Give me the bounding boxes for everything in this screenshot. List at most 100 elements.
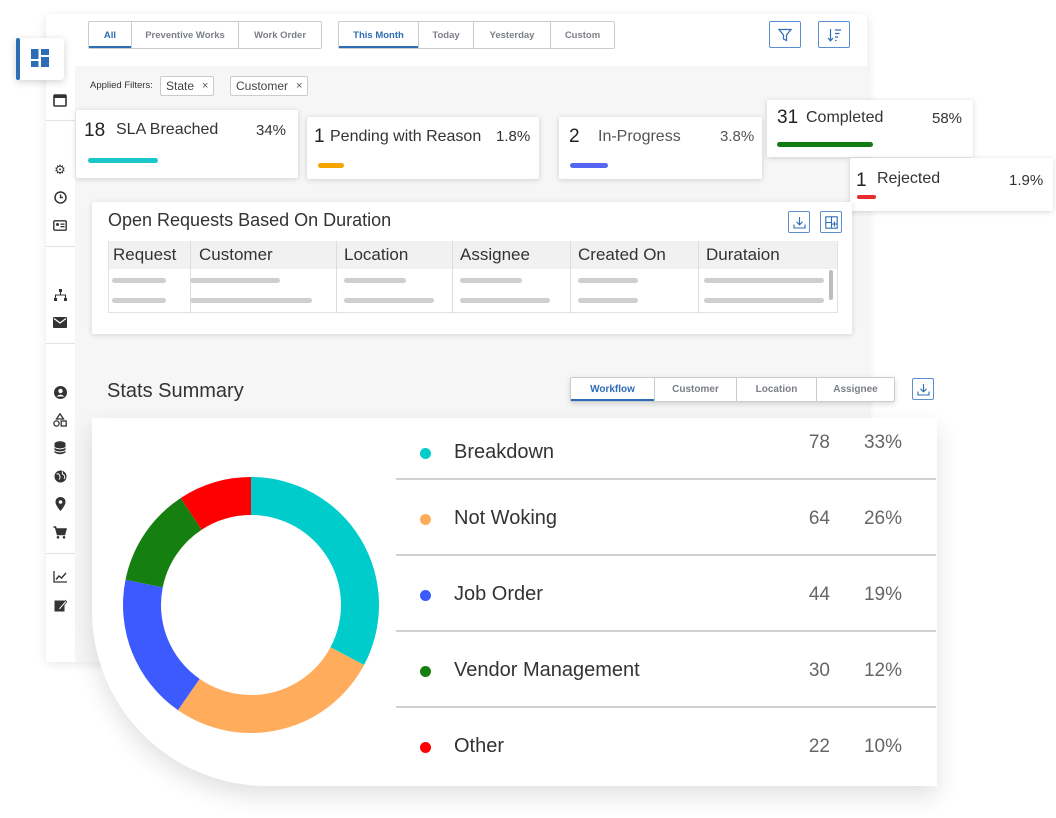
- kpi-percent: 1.9%: [1009, 172, 1043, 189]
- kpi-card-pending-with-reason[interactable]: 1 Pending with Reason 1.8%: [307, 117, 539, 179]
- calendar-icon[interactable]: [51, 91, 69, 109]
- clock-icon[interactable]: [51, 188, 69, 206]
- location-pin-icon[interactable]: [51, 495, 69, 513]
- legend-value: 30: [790, 660, 830, 682]
- column-header[interactable]: Assignee: [453, 241, 571, 269]
- sidebar-active-indicator: [16, 38, 20, 80]
- kpi-label: SLA Breached: [116, 121, 218, 139]
- period-tabs: This Month Today Yesterday Custom: [338, 21, 615, 49]
- column-header[interactable]: Location: [337, 241, 453, 269]
- kpi-count: 1: [314, 126, 325, 148]
- tab-yesterday[interactable]: Yesterday: [474, 22, 551, 48]
- chart-icon[interactable]: [51, 568, 69, 586]
- skeleton-cell: [460, 298, 550, 303]
- kpi-bar: [857, 195, 876, 199]
- remove-chip-icon[interactable]: ×: [296, 80, 302, 92]
- dashboard-icon: [31, 49, 49, 72]
- kpi-card-completed[interactable]: 31 Completed 58%: [767, 100, 973, 157]
- gear-icon[interactable]: ⚙: [51, 160, 69, 178]
- add-column-icon: [825, 216, 838, 229]
- tab-customer[interactable]: Customer: [655, 378, 737, 401]
- applied-filters-label: Applied Filters:: [90, 80, 153, 91]
- column-divider: [452, 241, 453, 313]
- column-header[interactable]: Created On: [571, 241, 699, 269]
- tab-location[interactable]: Location: [737, 378, 817, 401]
- kpi-percent: 34%: [256, 122, 286, 139]
- tab-work-order[interactable]: Work Order: [239, 22, 321, 48]
- cart-icon[interactable]: [51, 523, 69, 541]
- filter-button[interactable]: [769, 21, 801, 48]
- skeleton-cell: [578, 278, 638, 283]
- filter-chip-state[interactable]: State ×: [160, 76, 214, 96]
- tab-workflow[interactable]: Workflow: [571, 378, 655, 401]
- edit-note-icon[interactable]: [51, 596, 69, 614]
- add-column-button[interactable]: [820, 211, 842, 233]
- workflow-donut-chart: [118, 472, 384, 738]
- table-scrollbar[interactable]: [829, 270, 833, 300]
- skeleton-cell: [704, 298, 824, 303]
- skeleton-cell: [112, 278, 166, 283]
- database-icon[interactable]: [51, 439, 69, 457]
- legend-value: 22: [790, 736, 830, 758]
- tab-custom[interactable]: Custom: [551, 22, 614, 48]
- legend-color-dot: [420, 666, 431, 677]
- stats-download-button[interactable]: [912, 378, 934, 400]
- kpi-count: 2: [569, 126, 580, 148]
- globe-icon[interactable]: [51, 467, 69, 485]
- skeleton-cell: [190, 298, 312, 303]
- kpi-label: Rejected: [877, 170, 940, 188]
- tab-this-month[interactable]: This Month: [339, 22, 419, 48]
- skeleton-cell: [344, 298, 434, 303]
- sort-button[interactable]: [818, 21, 850, 48]
- donut-slice-not-woking[interactable]: [178, 647, 364, 733]
- legend-percent: 19%: [852, 584, 902, 606]
- column-divider: [570, 241, 571, 313]
- skeleton-cell: [344, 278, 406, 283]
- skeleton-cell: [190, 278, 280, 283]
- id-card-icon[interactable]: [51, 216, 69, 234]
- column-header[interactable]: Customer: [191, 241, 337, 269]
- kpi-bar: [88, 158, 158, 163]
- tab-preventive-works[interactable]: Preventive Works: [132, 22, 239, 48]
- kpi-card-in-progress[interactable]: 2 In-Progress 3.8%: [559, 117, 762, 179]
- remove-chip-icon[interactable]: ×: [202, 80, 208, 92]
- download-button[interactable]: [788, 211, 810, 233]
- kpi-count: 1: [856, 170, 867, 192]
- sidebar: [46, 14, 75, 662]
- column-header[interactable]: Durataion: [699, 241, 837, 269]
- skeleton-cell: [578, 298, 638, 303]
- download-icon: [917, 383, 930, 396]
- legend-divider: [396, 630, 936, 632]
- tab-all[interactable]: All: [89, 22, 132, 48]
- user-icon[interactable]: [51, 383, 69, 401]
- donut-slice-breakdown[interactable]: [251, 477, 379, 665]
- kpi-bar: [318, 163, 344, 168]
- tab-today[interactable]: Today: [419, 22, 474, 48]
- filter-chip-customer[interactable]: Customer ×: [230, 76, 308, 96]
- column-header[interactable]: Request: [109, 241, 191, 269]
- tab-assignee[interactable]: Assignee: [817, 378, 894, 401]
- mail-icon[interactable]: [51, 313, 69, 331]
- legend-value: 64: [790, 508, 830, 530]
- legend-color-dot: [420, 448, 431, 459]
- kpi-percent: 1.8%: [496, 128, 530, 145]
- column-divider: [336, 241, 337, 313]
- legend-color-dot: [420, 742, 431, 753]
- stats-group-tabs: Workflow Customer Location Assignee: [570, 377, 895, 402]
- legend-percent: 12%: [852, 660, 902, 682]
- kpi-count: 18: [84, 120, 105, 142]
- legend-divider: [396, 706, 936, 708]
- sidebar-divider: [46, 246, 75, 247]
- kpi-card-sla-breached[interactable]: 18 SLA Breached 34%: [76, 110, 298, 178]
- hierarchy-icon[interactable]: [51, 286, 69, 304]
- sidebar-divider: [46, 553, 75, 554]
- kpi-bar: [777, 142, 873, 147]
- kpi-card-rejected[interactable]: 1 Rejected 1.9%: [850, 158, 1053, 211]
- sort-icon: [827, 28, 842, 42]
- download-icon: [793, 216, 806, 229]
- column-divider: [698, 241, 699, 313]
- sidebar-divider: [46, 120, 75, 121]
- shapes-icon[interactable]: [51, 411, 69, 429]
- donut-slice-job-order[interactable]: [123, 580, 200, 710]
- kpi-bar: [570, 163, 608, 168]
